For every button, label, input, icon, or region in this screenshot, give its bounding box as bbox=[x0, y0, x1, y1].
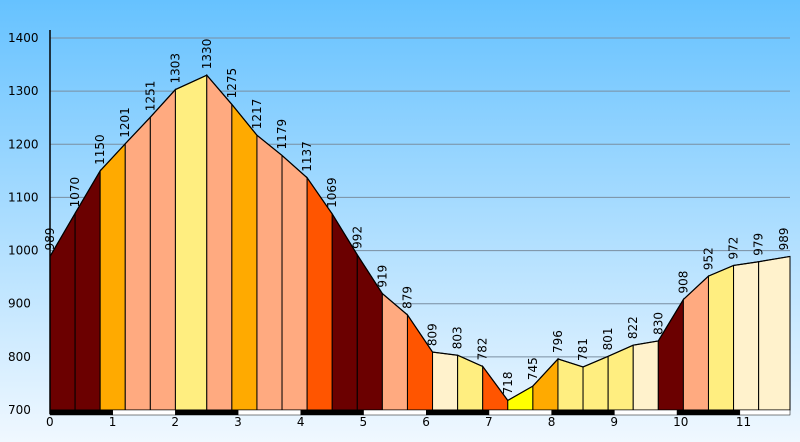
km-bar-segment bbox=[426, 409, 490, 416]
elevation-segment bbox=[281, 154, 308, 411]
elevation-segment bbox=[707, 264, 735, 411]
elevation-segment bbox=[206, 73, 233, 411]
elevation-segment bbox=[306, 176, 333, 411]
elevation-label: 782 bbox=[476, 338, 490, 361]
x-tick-label: 7 bbox=[485, 415, 493, 429]
km-bar-segment bbox=[300, 409, 364, 416]
km-bar-segment bbox=[363, 409, 427, 416]
elevation-label: 718 bbox=[501, 372, 515, 395]
elevation-label: 1251 bbox=[143, 81, 157, 112]
elevation-segment bbox=[733, 261, 760, 411]
x-tick-label: 4 bbox=[297, 415, 305, 429]
elevation-segment bbox=[149, 88, 176, 411]
x-tick-label: 10 bbox=[673, 415, 688, 429]
elevation-label: 1201 bbox=[118, 107, 132, 138]
elevation-segment bbox=[256, 134, 283, 411]
y-tick-label: 800 bbox=[8, 350, 31, 364]
x-tick-label: 6 bbox=[422, 415, 430, 429]
elevation-label: 952 bbox=[701, 247, 715, 270]
elevation-segment bbox=[758, 255, 791, 411]
elevation-label: 989 bbox=[777, 228, 791, 251]
elevation-label: 1137 bbox=[300, 141, 314, 172]
elevation-label: 1070 bbox=[68, 177, 82, 208]
km-bar-segment bbox=[739, 409, 791, 416]
elevation-label: 1150 bbox=[93, 134, 107, 165]
y-tick-label: 900 bbox=[8, 297, 31, 311]
elevation-label: 989 bbox=[43, 228, 57, 251]
y-tick-label: 700 bbox=[8, 403, 31, 417]
km-bar-segment bbox=[237, 409, 302, 416]
x-tick-label: 2 bbox=[171, 415, 179, 429]
elevation-label: 801 bbox=[601, 327, 615, 350]
elevation-label: 781 bbox=[576, 338, 590, 361]
elevation-label: 1069 bbox=[325, 177, 339, 208]
km-bar-segment bbox=[614, 409, 678, 416]
elevation-label: 908 bbox=[676, 271, 690, 294]
elevation-label: 919 bbox=[375, 265, 389, 288]
km-bar-segment bbox=[488, 409, 552, 416]
y-tick-label: 1300 bbox=[8, 84, 39, 98]
elevation-label: 1303 bbox=[168, 53, 182, 84]
x-tick-label: 5 bbox=[360, 415, 368, 429]
elevation-segment bbox=[632, 340, 659, 411]
elevation-label: 1217 bbox=[250, 99, 264, 130]
elevation-label: 992 bbox=[350, 226, 364, 249]
elevation-segment bbox=[99, 142, 126, 411]
km-bar-segment bbox=[175, 409, 239, 416]
elevation-segment bbox=[557, 358, 584, 411]
elevation-label: 1179 bbox=[275, 119, 289, 150]
elevation-segment bbox=[124, 115, 151, 411]
x-tick-label: 8 bbox=[548, 415, 556, 429]
elevation-segment bbox=[432, 351, 459, 411]
km-bar-segment bbox=[112, 409, 176, 416]
elevation-label: 830 bbox=[651, 312, 665, 335]
elevation-label: 796 bbox=[551, 330, 565, 353]
y-tick-label: 1400 bbox=[8, 31, 39, 45]
elevation-label: 979 bbox=[752, 233, 766, 256]
elevation-label: 879 bbox=[400, 286, 414, 309]
elevation-label: 822 bbox=[626, 316, 640, 339]
elevation-segment bbox=[231, 103, 258, 411]
x-tick-label: 0 bbox=[46, 415, 54, 429]
elevation-segment bbox=[174, 74, 208, 411]
elevation-label: 1330 bbox=[200, 39, 214, 70]
elevation-label: 1275 bbox=[225, 68, 239, 99]
x-tick-label: 1 bbox=[109, 415, 117, 429]
elevation-label: 745 bbox=[526, 357, 540, 380]
x-tick-label: 11 bbox=[736, 415, 751, 429]
y-tick-label: 1000 bbox=[8, 244, 39, 258]
data-labels: 989 1070 1150 1201 1251 1303 1330 1275 1217 1179 1… bbox=[43, 39, 791, 395]
x-tick-label: 3 bbox=[234, 415, 242, 429]
km-bar-segment bbox=[49, 409, 113, 416]
profile-outline bbox=[49, 74, 791, 402]
km-bar-segment bbox=[551, 409, 615, 416]
elevation-area bbox=[49, 73, 791, 411]
y-tick-label: 1100 bbox=[8, 190, 39, 204]
elevation-label: 972 bbox=[727, 237, 741, 260]
y-tick-label: 1200 bbox=[8, 137, 39, 151]
elevation-label: 809 bbox=[426, 323, 440, 346]
elevation-label: 803 bbox=[451, 326, 465, 349]
x-tick-label: 9 bbox=[610, 415, 618, 429]
